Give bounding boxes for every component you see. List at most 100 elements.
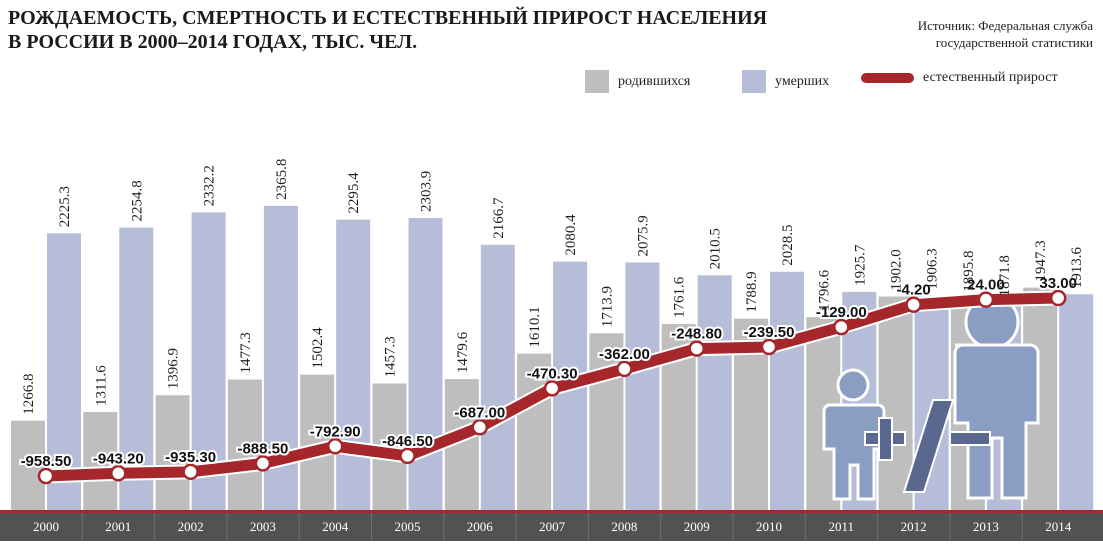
x-tick-2008: 2008 xyxy=(611,519,637,534)
growth-label-2010: -239.50 xyxy=(744,324,795,341)
growth-label-2000: -958.50 xyxy=(21,453,72,470)
x-tick-2011: 2011 xyxy=(829,519,855,534)
bar-label-deaths-2012: 1906.3 xyxy=(925,248,941,289)
bar-label-deaths-2006: 2166.7 xyxy=(491,197,507,239)
bar-label-births-2004: 1502.4 xyxy=(310,327,326,369)
bar-label-deaths-2007: 2080.4 xyxy=(563,214,579,256)
bar-deaths-2009 xyxy=(697,275,732,510)
x-tick-2004: 2004 xyxy=(322,519,349,534)
growth-label-2013: 24.00 xyxy=(967,277,1005,294)
bar-label-deaths-2001: 2254.8 xyxy=(129,180,145,221)
bar-label-births-2000: 1266.8 xyxy=(21,373,37,414)
bar-label-deaths-2010: 2028.5 xyxy=(780,225,796,266)
x-tick-2009: 2009 xyxy=(684,519,710,534)
x-tick-2010: 2010 xyxy=(756,519,782,534)
bar-labels-layer: 1266.8 2225.3 1311.6 2254.8 1396.9 2332.2 1477… xyxy=(21,159,1085,415)
growth-label-2002: -935.30 xyxy=(165,449,216,466)
bar-label-deaths-2002: 2332.2 xyxy=(202,165,218,206)
bar-births-2000 xyxy=(11,420,45,510)
bar-label-births-2009: 1761.6 xyxy=(672,276,688,318)
legend-item-deaths: умерших xyxy=(742,70,829,93)
growth-label-2011: -129.00 xyxy=(816,304,867,321)
axis-band xyxy=(0,513,1103,541)
bar-label-births-2005: 1457.3 xyxy=(383,336,399,377)
x-tick-2014: 2014 xyxy=(1045,519,1072,534)
x-tick-2003: 2003 xyxy=(250,519,276,534)
legend-swatch-births xyxy=(585,70,609,93)
x-tick-2005: 2005 xyxy=(395,519,421,534)
growth-line-layer: -958.50 -943.20 -935.30 -888.50 -792.90 -846.… xyxy=(19,273,1079,485)
bar-births-2003 xyxy=(227,379,262,510)
growth-point-2007 xyxy=(543,380,561,397)
growth-point-2002 xyxy=(182,463,199,481)
bar-label-births-2001: 1311.6 xyxy=(93,365,109,406)
chart-title: РОЖДАЕМОСТЬ, СМЕРТНОСТЬ И ЕСТЕСТВЕННЫЙ П… xyxy=(8,7,768,53)
bar-label-deaths-2011: 1925.7 xyxy=(852,244,868,286)
bar-label-deaths-2000: 2225.3 xyxy=(57,186,73,227)
x-tick-2007: 2007 xyxy=(539,519,566,534)
bar-label-births-2010: 1788.9 xyxy=(744,271,760,312)
growth-label-2004: -792.90 xyxy=(310,423,361,440)
bar-label-births-2012: 1902.0 xyxy=(889,249,905,290)
bar-deaths-2008 xyxy=(625,262,660,510)
growth-label-2001: -943.20 xyxy=(93,450,144,467)
growth-point-2011 xyxy=(833,318,850,336)
legend-swatch-growth xyxy=(861,73,914,83)
legend-item-births: родившихся xyxy=(585,70,690,93)
growth-point-2004 xyxy=(326,438,344,455)
bar-label-births-2007: 1610.1 xyxy=(527,306,543,347)
bar-deaths-2004 xyxy=(336,219,371,510)
plus-minus-family-icon xyxy=(822,294,1040,501)
legend-item-growth: естественный прирост xyxy=(861,70,1058,86)
bar-deaths-2002 xyxy=(191,212,226,510)
growth-label-2006: -687.00 xyxy=(454,404,505,421)
bar-deaths-2001 xyxy=(119,227,154,510)
bar-label-deaths-2009: 2010.5 xyxy=(708,228,724,269)
bar-label-births-2002: 1396.9 xyxy=(166,348,182,389)
growth-point-2005 xyxy=(399,447,416,465)
growth-point-2000 xyxy=(37,467,55,485)
bar-label-deaths-2013: 1871.8 xyxy=(997,255,1013,296)
growth-point-2009 xyxy=(688,340,705,357)
growth-label-2007: -470.30 xyxy=(527,365,578,382)
bar-deaths-2010 xyxy=(770,271,804,510)
bar-births-2007 xyxy=(517,353,552,510)
growth-point-2006 xyxy=(471,419,489,436)
bar-label-deaths-2008: 2075.9 xyxy=(635,215,651,256)
growth-label-2014: 33.00 xyxy=(1039,275,1077,292)
x-axis: 2000 2001 2002 2003 2004 2005 2006 2007 2008 2009… xyxy=(0,510,1103,541)
bar-births-2012 xyxy=(878,296,913,510)
legend-swatch-deaths xyxy=(742,70,766,93)
x-tick-2006: 2006 xyxy=(467,519,494,534)
x-tick-2001: 2001 xyxy=(105,519,131,534)
growth-point-2010 xyxy=(760,338,778,356)
bar-label-deaths-2014: 1913.6 xyxy=(1069,246,1085,288)
bar-births-2002 xyxy=(155,395,190,510)
bar-deaths-2005 xyxy=(408,217,443,510)
growth-label-2008: -362.00 xyxy=(599,346,650,363)
growth-point-2013 xyxy=(977,291,995,308)
growth-point-2003 xyxy=(254,455,272,472)
growth-label-2005: -846.50 xyxy=(382,433,433,450)
growth-point-2008 xyxy=(616,360,633,378)
bar-deaths-2014 xyxy=(1059,294,1094,510)
bar-label-births-2003: 1477.3 xyxy=(238,332,254,373)
bar-label-deaths-2004: 2295.4 xyxy=(346,172,362,214)
legend-label-deaths: умерших xyxy=(775,73,830,89)
growth-label-2003: -888.50 xyxy=(237,440,288,457)
growth-point-2012 xyxy=(905,296,922,313)
growth-label-2012: -4.20 xyxy=(896,282,930,299)
x-tick-2000: 2000 xyxy=(33,519,59,534)
source-note: Источник: Федеральная служба государстве… xyxy=(917,18,1093,50)
bar-label-deaths-2003: 2365.8 xyxy=(274,159,290,200)
x-tick-2013: 2013 xyxy=(973,519,999,534)
x-tick-2002: 2002 xyxy=(178,519,204,534)
growth-label-2009: -248.80 xyxy=(671,326,722,343)
axis-accent-line xyxy=(0,510,1103,513)
bar-label-deaths-2005: 2303.9 xyxy=(419,171,435,212)
bar-label-births-2013: 1895.8 xyxy=(961,250,977,291)
bar-label-births-2014: 1947.3 xyxy=(1033,240,1049,281)
bar-deaths-2006 xyxy=(480,244,515,511)
legend-label-births: родившихся xyxy=(618,73,691,89)
